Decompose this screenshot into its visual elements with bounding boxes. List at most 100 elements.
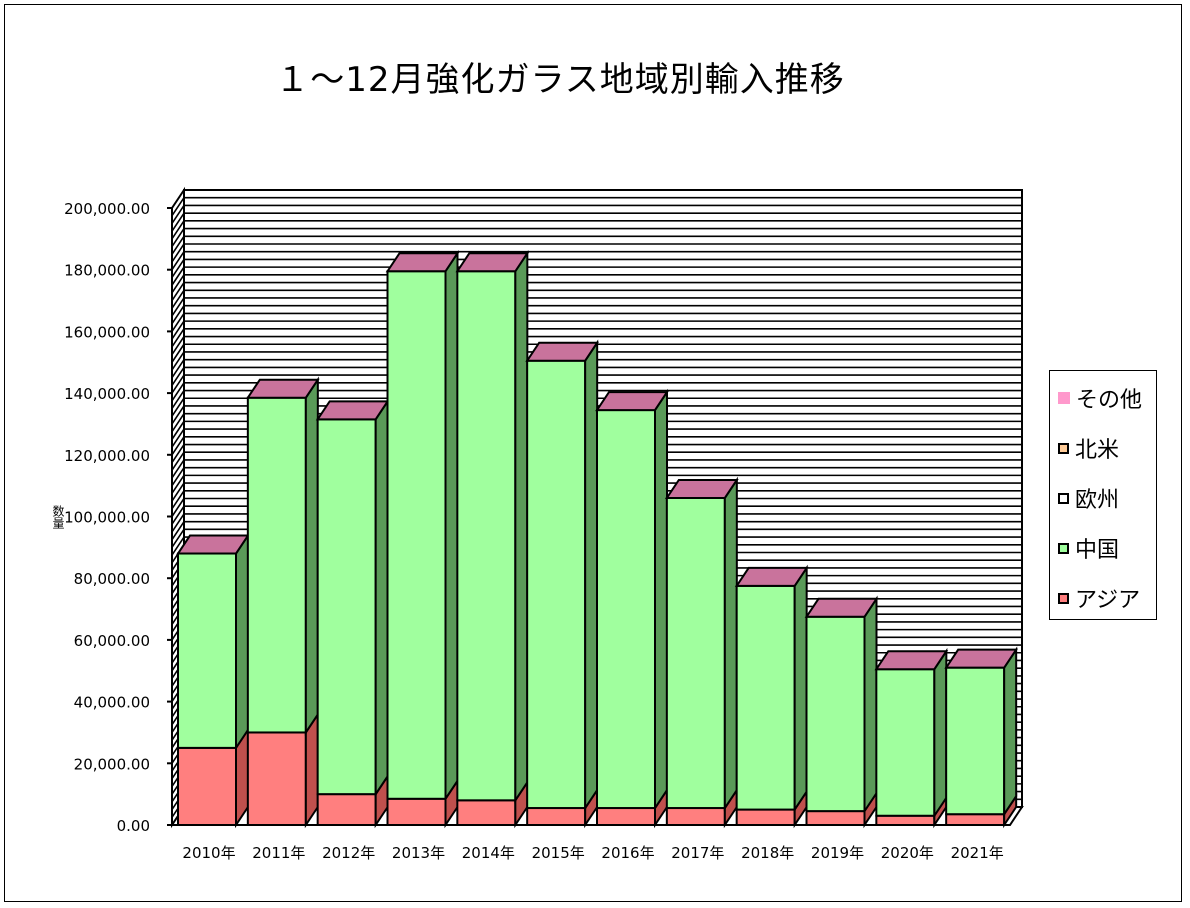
bar-china — [456, 270, 517, 802]
side-wall-line — [171, 251, 185, 271]
legend-label: 欧州 — [1075, 488, 1120, 513]
bar-china-side — [723, 476, 738, 812]
bar-group — [595, 388, 669, 829]
bar-top — [804, 597, 879, 618]
side-wall-line — [171, 320, 185, 340]
legend-item: その他 — [1058, 383, 1142, 413]
side-wall-line — [171, 397, 185, 417]
bar-asia — [805, 810, 866, 826]
side-wall-line — [171, 444, 185, 463]
y-axis-ticks: 0.00 20,000.00 40,000.00 60,000.00 80,000.00… — [64, 200, 172, 835]
legend-swatch — [1058, 442, 1069, 454]
side-wall-line — [171, 451, 185, 471]
bar-group — [385, 249, 460, 829]
bar-china — [665, 496, 726, 810]
side-wall-line — [171, 289, 185, 309]
y-tick-label: 100,000.00 — [64, 509, 150, 527]
bar-group — [944, 646, 1019, 829]
side-wall-line — [171, 413, 185, 433]
x-tick-label: 2010年 — [182, 844, 235, 862]
side-wall-line — [171, 212, 185, 232]
side-wall-line — [171, 282, 185, 301]
x-tick-label: 2017年 — [671, 844, 724, 862]
side-wall-line — [171, 336, 185, 355]
side-wall-line — [171, 513, 185, 533]
side-wall-line — [171, 366, 185, 386]
x-tick-label: 2015年 — [532, 844, 585, 862]
side-wall-line — [171, 328, 185, 348]
y-tick-label: 80,000.00 — [74, 570, 150, 588]
side-wall-line — [171, 459, 185, 479]
bar-china — [177, 552, 237, 749]
legend-swatch — [1058, 392, 1070, 404]
legend-item: 中国 — [1058, 533, 1119, 563]
bar-group — [664, 476, 739, 829]
bar-asia — [177, 746, 237, 826]
side-wall-line — [171, 521, 185, 541]
bar-group — [525, 339, 600, 829]
bar-asia — [735, 808, 796, 827]
bar-china-side — [1003, 646, 1018, 818]
bar-asia — [665, 807, 726, 826]
bar-group — [245, 376, 320, 829]
legend-item: 北米 — [1058, 433, 1119, 463]
x-tick-label: 2021年 — [951, 844, 1004, 862]
bar-top — [385, 252, 460, 273]
bar-asia — [386, 797, 447, 827]
x-tick-label: 2011年 — [252, 844, 305, 862]
bar-asia — [875, 814, 936, 826]
side-wall-line — [171, 297, 185, 317]
bar-china — [875, 668, 936, 817]
x-tick-label: 2012年 — [322, 844, 375, 862]
x-axis-ticks: 2010年 2011年 2012年 2013年 2014年 2015年 2016年 2017年… — [182, 844, 1003, 862]
legend-swatch — [1058, 592, 1069, 604]
legend-swatch — [1058, 492, 1069, 504]
side-wall-line — [171, 243, 185, 263]
bar-asia — [316, 793, 377, 827]
side-wall-line — [171, 498, 185, 517]
bar-top — [245, 378, 320, 399]
bar-top — [455, 252, 530, 273]
side-wall-line — [171, 305, 185, 325]
side-wall-line — [171, 197, 185, 217]
x-tick-label: 2019年 — [811, 844, 864, 862]
side-wall-line — [171, 536, 185, 556]
side-wall-line — [171, 266, 185, 286]
x-tick-label: 2020年 — [881, 844, 934, 862]
side-wall-line — [171, 436, 185, 456]
legend-label: その他 — [1076, 388, 1143, 413]
side-wall-line — [171, 351, 185, 371]
bar-china — [316, 418, 377, 796]
bar-china-side — [304, 376, 319, 736]
bar-asia — [526, 807, 587, 826]
side-wall-line — [171, 428, 185, 448]
bar-group — [176, 532, 250, 829]
bar-china-side — [933, 647, 948, 820]
y-tick-label: 60,000.00 — [74, 632, 150, 650]
bar-china-side — [514, 249, 529, 804]
side-wall-line — [171, 359, 185, 379]
bar-china — [386, 270, 447, 800]
legend-label: 北米 — [1075, 438, 1120, 463]
x-tick-label: 2016年 — [601, 844, 654, 862]
bar-china — [945, 666, 1006, 816]
chart-bars — [176, 249, 1019, 829]
bar-china — [596, 409, 656, 810]
side-wall-line — [171, 490, 185, 510]
legend-item: アジア — [1058, 583, 1140, 613]
bar-group — [804, 595, 879, 829]
side-wall-line — [171, 382, 185, 402]
bar-top — [176, 534, 250, 555]
bar-top — [664, 478, 739, 499]
bar-china-side — [584, 339, 599, 812]
bar-china-side — [444, 249, 459, 803]
bar-asia — [246, 731, 307, 827]
bar-top — [734, 566, 809, 587]
side-wall-line — [171, 374, 185, 394]
y-axis-label: 数量 — [51, 504, 65, 529]
side-wall-line — [171, 528, 185, 548]
bar-group — [315, 398, 390, 829]
side-wall-line — [171, 467, 185, 487]
bar-china — [526, 359, 587, 810]
